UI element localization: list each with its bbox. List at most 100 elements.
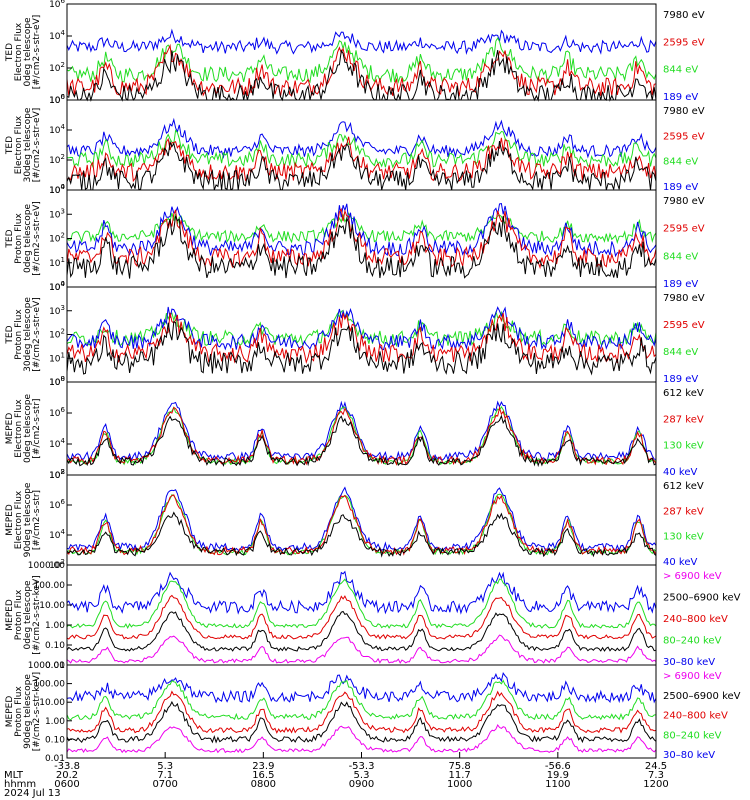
y-axis-label-line: TED <box>5 229 15 248</box>
legend-entry: 2500–6900 keV <box>663 691 741 702</box>
y-tick-label: 1.00 <box>45 621 65 631</box>
legend-entry: 189 eV <box>663 374 698 385</box>
y-tick-label: 1000.00 <box>28 561 65 571</box>
y-tick-label: 102 <box>49 153 65 166</box>
legend-entry: 844 eV <box>663 157 698 168</box>
legend-entry: 7980 eV <box>663 106 705 117</box>
x-tick-label: 16.5 <box>252 770 274 781</box>
legend-entry: 2595 eV <box>663 131 705 142</box>
y-axis-label-line: Proton Flux <box>14 686 24 737</box>
legend-entry: 7980 eV <box>663 293 705 304</box>
series-line-1 <box>66 672 657 704</box>
series-line-1 <box>66 486 657 553</box>
y-tick-label: 10.00 <box>39 698 65 708</box>
y-tick-label: 108 <box>49 468 65 481</box>
y-tick-label: 102 <box>49 328 65 341</box>
series-line-5 <box>66 724 657 754</box>
series-line-3 <box>66 405 657 466</box>
y-axis-label-line: MEPED <box>5 599 15 631</box>
y-axis-label-line: 30deg telescope <box>23 297 33 372</box>
y-tick-label: 102 <box>49 61 65 74</box>
series-line-2 <box>66 493 657 556</box>
series-line-4 <box>66 49 657 102</box>
y-tick-label: 0.10 <box>45 641 65 651</box>
y-tick-label: 108 <box>49 375 65 388</box>
panel-8: 0.01 0.10 1.00 10.00 100.00 1000.00 MEPED Proto… <box>5 661 741 764</box>
y-tick-label: 106 <box>49 93 65 106</box>
panel-frame <box>66 99 657 191</box>
y-tick-label: 0.01 <box>45 661 65 671</box>
x-tick-label: 0600 <box>54 779 79 790</box>
y-axis-label-line: MEPED <box>5 696 15 728</box>
x-tick-label: 24.5 <box>645 761 667 772</box>
legend-entry: 189 eV <box>663 279 698 290</box>
series-line-2 <box>66 679 657 721</box>
series-line-1 <box>66 309 657 348</box>
series-line-1 <box>66 570 657 615</box>
y-axis-label-line: Proton Flux <box>14 213 24 264</box>
y-axis-label-line: TED <box>5 325 15 344</box>
legend-entry: 40 keV <box>663 557 697 568</box>
series-line-4 <box>66 320 657 376</box>
y-tick-label: 1.00 <box>45 717 65 727</box>
x-tick-label: 1000 <box>447 779 472 790</box>
legend-entry: 130 keV <box>663 441 704 452</box>
legend-entry: 844 eV <box>663 251 698 262</box>
y-tick-label: 106 <box>49 0 65 10</box>
y-axis-label-line: TED <box>5 136 15 155</box>
y-axis-label-line: 30deg telescope <box>23 107 33 182</box>
y-tick-label: 104 <box>49 437 65 450</box>
y-axis-label-line: 0deg telescope <box>23 580 33 650</box>
x-tick-label: 0700 <box>152 779 177 790</box>
x-tick-label: 19.9 <box>547 770 569 781</box>
series-line-3 <box>66 594 657 640</box>
y-tick-label: 0.01 <box>45 754 65 764</box>
series-line-3 <box>66 312 657 365</box>
y-axis-label-line: [#/cm2-s-str-keV] <box>32 672 42 751</box>
x-tick-label: 75.8 <box>449 761 471 772</box>
y-tick-label: 104 <box>49 29 65 42</box>
x-tick-label: 1200 <box>643 779 668 790</box>
legend-entry: 2595 eV <box>663 37 705 48</box>
y-tick-label: 104 <box>49 183 65 196</box>
x-tick-label: 20.2 <box>56 770 78 781</box>
x-tick-label: 11.7 <box>449 770 471 781</box>
y-axis-label-line: [#/cm2-s-str-eV] <box>32 201 42 276</box>
legend-entry: 30–80 keV <box>663 750 715 761</box>
y-tick-label: 104 <box>49 528 65 541</box>
legend-entry: 30–80 keV <box>663 657 715 668</box>
x-tick-label: 7.3 <box>648 770 664 781</box>
x-tick-label: -33.8 <box>54 761 80 772</box>
series-line-1 <box>66 117 657 159</box>
series-line-4 <box>66 414 657 468</box>
y-tick-label: 1000.00 <box>28 661 65 671</box>
y-tick-label: 101 <box>49 256 65 269</box>
series-line-4 <box>66 610 657 652</box>
legend-entry: 844 eV <box>663 65 698 76</box>
legend-entry: 130 keV <box>663 532 704 543</box>
legend-entry: 7980 eV <box>663 196 705 207</box>
series-line-2 <box>67 129 657 169</box>
series-line-3 <box>66 690 657 734</box>
legend-entry: > 6900 keV <box>663 671 722 682</box>
x-tick-label: 1100 <box>545 779 570 790</box>
y-axis-label-line: 90deg telescope <box>23 674 33 749</box>
legend-entry: 612 keV <box>663 388 704 399</box>
x-tick-label: 0900 <box>349 779 374 790</box>
series-line-1 <box>66 212 657 245</box>
x-axis-row-label: 2024 Jul 13 <box>4 788 61 799</box>
series-line-3 <box>66 136 657 183</box>
y-axis-label-line: Electron Flux <box>14 115 24 174</box>
x-axis-row-label: MLT <box>4 770 24 781</box>
y-tick-label: 100.00 <box>34 581 66 591</box>
y-axis-label-line: Proton Flux <box>14 589 24 640</box>
panel-frame <box>66 564 657 666</box>
legend-entry: 189 eV <box>663 182 698 193</box>
legend-entry: 80–240 keV <box>663 730 722 741</box>
x-tick-label: -53.3 <box>349 761 375 772</box>
